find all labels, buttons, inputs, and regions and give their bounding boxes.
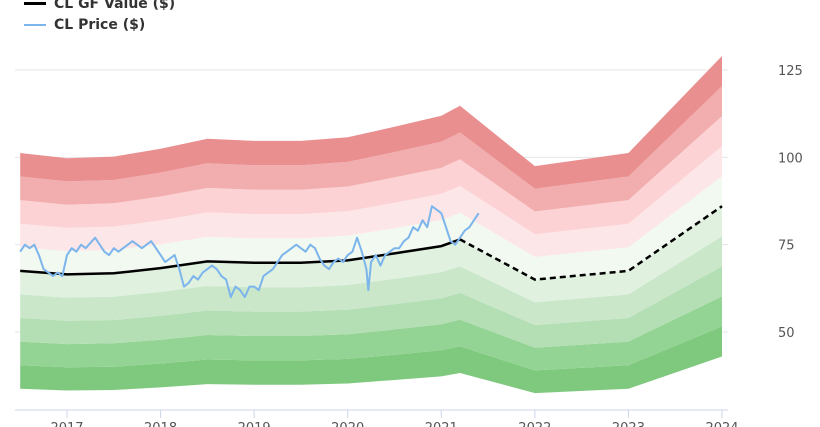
x-tick-label-2018: 2018 [144,421,177,427]
value-band-4 [20,236,722,325]
x-tick-label-2017: 2017 [50,421,83,427]
value-band-6 [20,176,722,280]
value-band-8 [20,116,722,235]
legend-swatch-price [24,23,46,26]
value-band-7 [20,146,722,257]
x-tick-label-2024: 2024 [705,421,738,427]
x-tick-label-2020: 2020 [331,421,364,427]
x-tick-label-2022: 2022 [518,421,551,427]
price-line [19,205,480,299]
y-tick-label-100: 100 [778,151,803,166]
legend-item-price[interactable]: CL Price ($) [24,14,175,35]
value-band-1 [20,326,722,394]
x-tick-label-2021: 2021 [425,421,458,427]
value-band-10 [20,56,722,189]
legend-item-gf-value[interactable]: CL GF Value ($) [24,0,175,14]
legend-swatch-gf-value [24,2,46,5]
value-band-2 [20,296,722,371]
legend-label-price: CL Price ($) [54,16,146,33]
chart-legend: CL GF Value ($) CL Price ($) [24,0,175,35]
legend-label-gf-value: CL GF Value ($) [54,0,176,12]
x-tick-label-2019: 2019 [238,421,271,427]
gf-value-projection-line [459,205,723,281]
gf-value-line [20,238,461,276]
value-band-9 [20,86,722,212]
y-tick-label-125: 125 [778,64,803,79]
value-band-3 [20,266,722,348]
y-tick-label-75: 75 [778,239,795,254]
x-tick-label-2023: 2023 [612,421,645,427]
y-tick-label-50: 50 [778,326,795,341]
